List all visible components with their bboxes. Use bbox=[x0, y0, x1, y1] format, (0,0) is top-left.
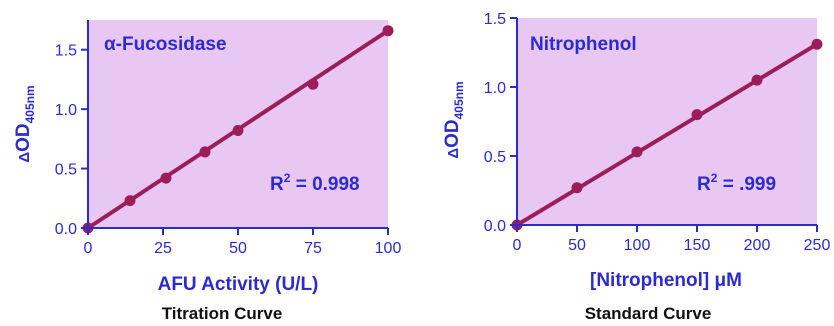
data-point bbox=[382, 25, 394, 37]
x-ticks-titration: 0 25 50 75 100 bbox=[84, 228, 402, 257]
y-axis-title-delta: Δ bbox=[445, 148, 462, 159]
chart-standard: 0.0 0.5 1.0 1.5 0 50 100 150 200 250 Nitrophenol… bbox=[442, 11, 830, 323]
fit-line-standard bbox=[515, 42, 819, 227]
x-tick-label: 200 bbox=[744, 237, 771, 254]
x-tick-label: 250 bbox=[804, 237, 831, 254]
x-tick-label: 100 bbox=[624, 237, 651, 254]
chart-title-standard: Nitrophenol bbox=[530, 34, 637, 55]
x-tick-label: 50 bbox=[568, 237, 586, 254]
r-squared-superscript: 2 bbox=[711, 171, 718, 185]
x-tick-label: 100 bbox=[375, 240, 402, 257]
y-tick-label: 0.5 bbox=[484, 149, 506, 166]
y-axis-title-subscript: 405nm bbox=[452, 81, 466, 119]
data-point bbox=[124, 195, 136, 207]
y-axis-title-standard: ΔOD405nm bbox=[442, 81, 466, 158]
data-point bbox=[811, 38, 823, 50]
y-axis-title-delta: Δ bbox=[16, 152, 33, 163]
chart-titration: 0.0 0.5 1.0 1.5 0 25 50 75 100 α-Fucosidase R2 … bbox=[13, 20, 401, 323]
y-ticks-standard: 0.0 0.5 1.0 1.5 bbox=[484, 11, 517, 235]
r-squared-symbol: R bbox=[697, 174, 711, 195]
r-squared-annotation-titration: R2 = 0.998 bbox=[270, 171, 360, 195]
data-point bbox=[199, 146, 211, 158]
r-squared-value: = .999 bbox=[717, 174, 776, 195]
y-axis-title-main: OD bbox=[442, 119, 463, 148]
data-point bbox=[307, 78, 319, 90]
x-tick-label: 150 bbox=[684, 237, 711, 254]
data-point bbox=[160, 172, 172, 184]
y-tick-label: 0.0 bbox=[484, 218, 506, 235]
x-tick-label: 25 bbox=[154, 240, 172, 257]
caption-standard: Standard Curve bbox=[585, 304, 712, 323]
plot-area-standard bbox=[517, 18, 817, 225]
data-point bbox=[691, 109, 703, 121]
y-tick-label: 1.0 bbox=[484, 80, 506, 97]
r-squared-value: = 0.998 bbox=[290, 174, 359, 195]
y-axis-title-titration: ΔOD405nm bbox=[13, 85, 37, 162]
data-point bbox=[232, 125, 244, 137]
data-point bbox=[751, 74, 763, 86]
caption-titration: Titration Curve bbox=[162, 304, 283, 323]
y-tick-label: 1.5 bbox=[55, 43, 77, 60]
x-axis-title-titration: AFU Activity (U/L) bbox=[158, 274, 319, 295]
y-tick-label: 0.5 bbox=[55, 162, 77, 179]
chart-title-titration: α-Fucosidase bbox=[104, 34, 227, 55]
data-point bbox=[571, 182, 583, 194]
r-squared-annotation-standard: R2 = .999 bbox=[697, 171, 776, 195]
data-point bbox=[631, 146, 643, 158]
y-tick-label: 0.0 bbox=[55, 221, 77, 238]
r-squared-symbol: R bbox=[270, 174, 284, 195]
y-ticks-titration: 0.0 0.5 1.0 1.5 bbox=[55, 43, 88, 238]
x-axis-title-standard: [Nitrophenol] μM bbox=[590, 270, 742, 291]
markers-layer-standard bbox=[511, 38, 823, 231]
markers-layer-titration bbox=[82, 25, 394, 234]
r-squared-superscript: 2 bbox=[284, 171, 291, 185]
x-tick-label: 50 bbox=[229, 240, 247, 257]
x-ticks-standard: 0 50 100 150 200 250 bbox=[513, 225, 831, 254]
fit-line-layer-standard bbox=[515, 42, 819, 227]
y-tick-label: 1.0 bbox=[55, 102, 77, 119]
x-tick-label: 0 bbox=[513, 237, 522, 254]
x-tick-label: 0 bbox=[84, 240, 93, 257]
x-tick-label: 75 bbox=[304, 240, 322, 257]
y-axis-title-subscript: 405nm bbox=[23, 85, 37, 123]
y-tick-label: 1.5 bbox=[484, 11, 506, 28]
y-axis-title-main: OD bbox=[13, 123, 34, 152]
